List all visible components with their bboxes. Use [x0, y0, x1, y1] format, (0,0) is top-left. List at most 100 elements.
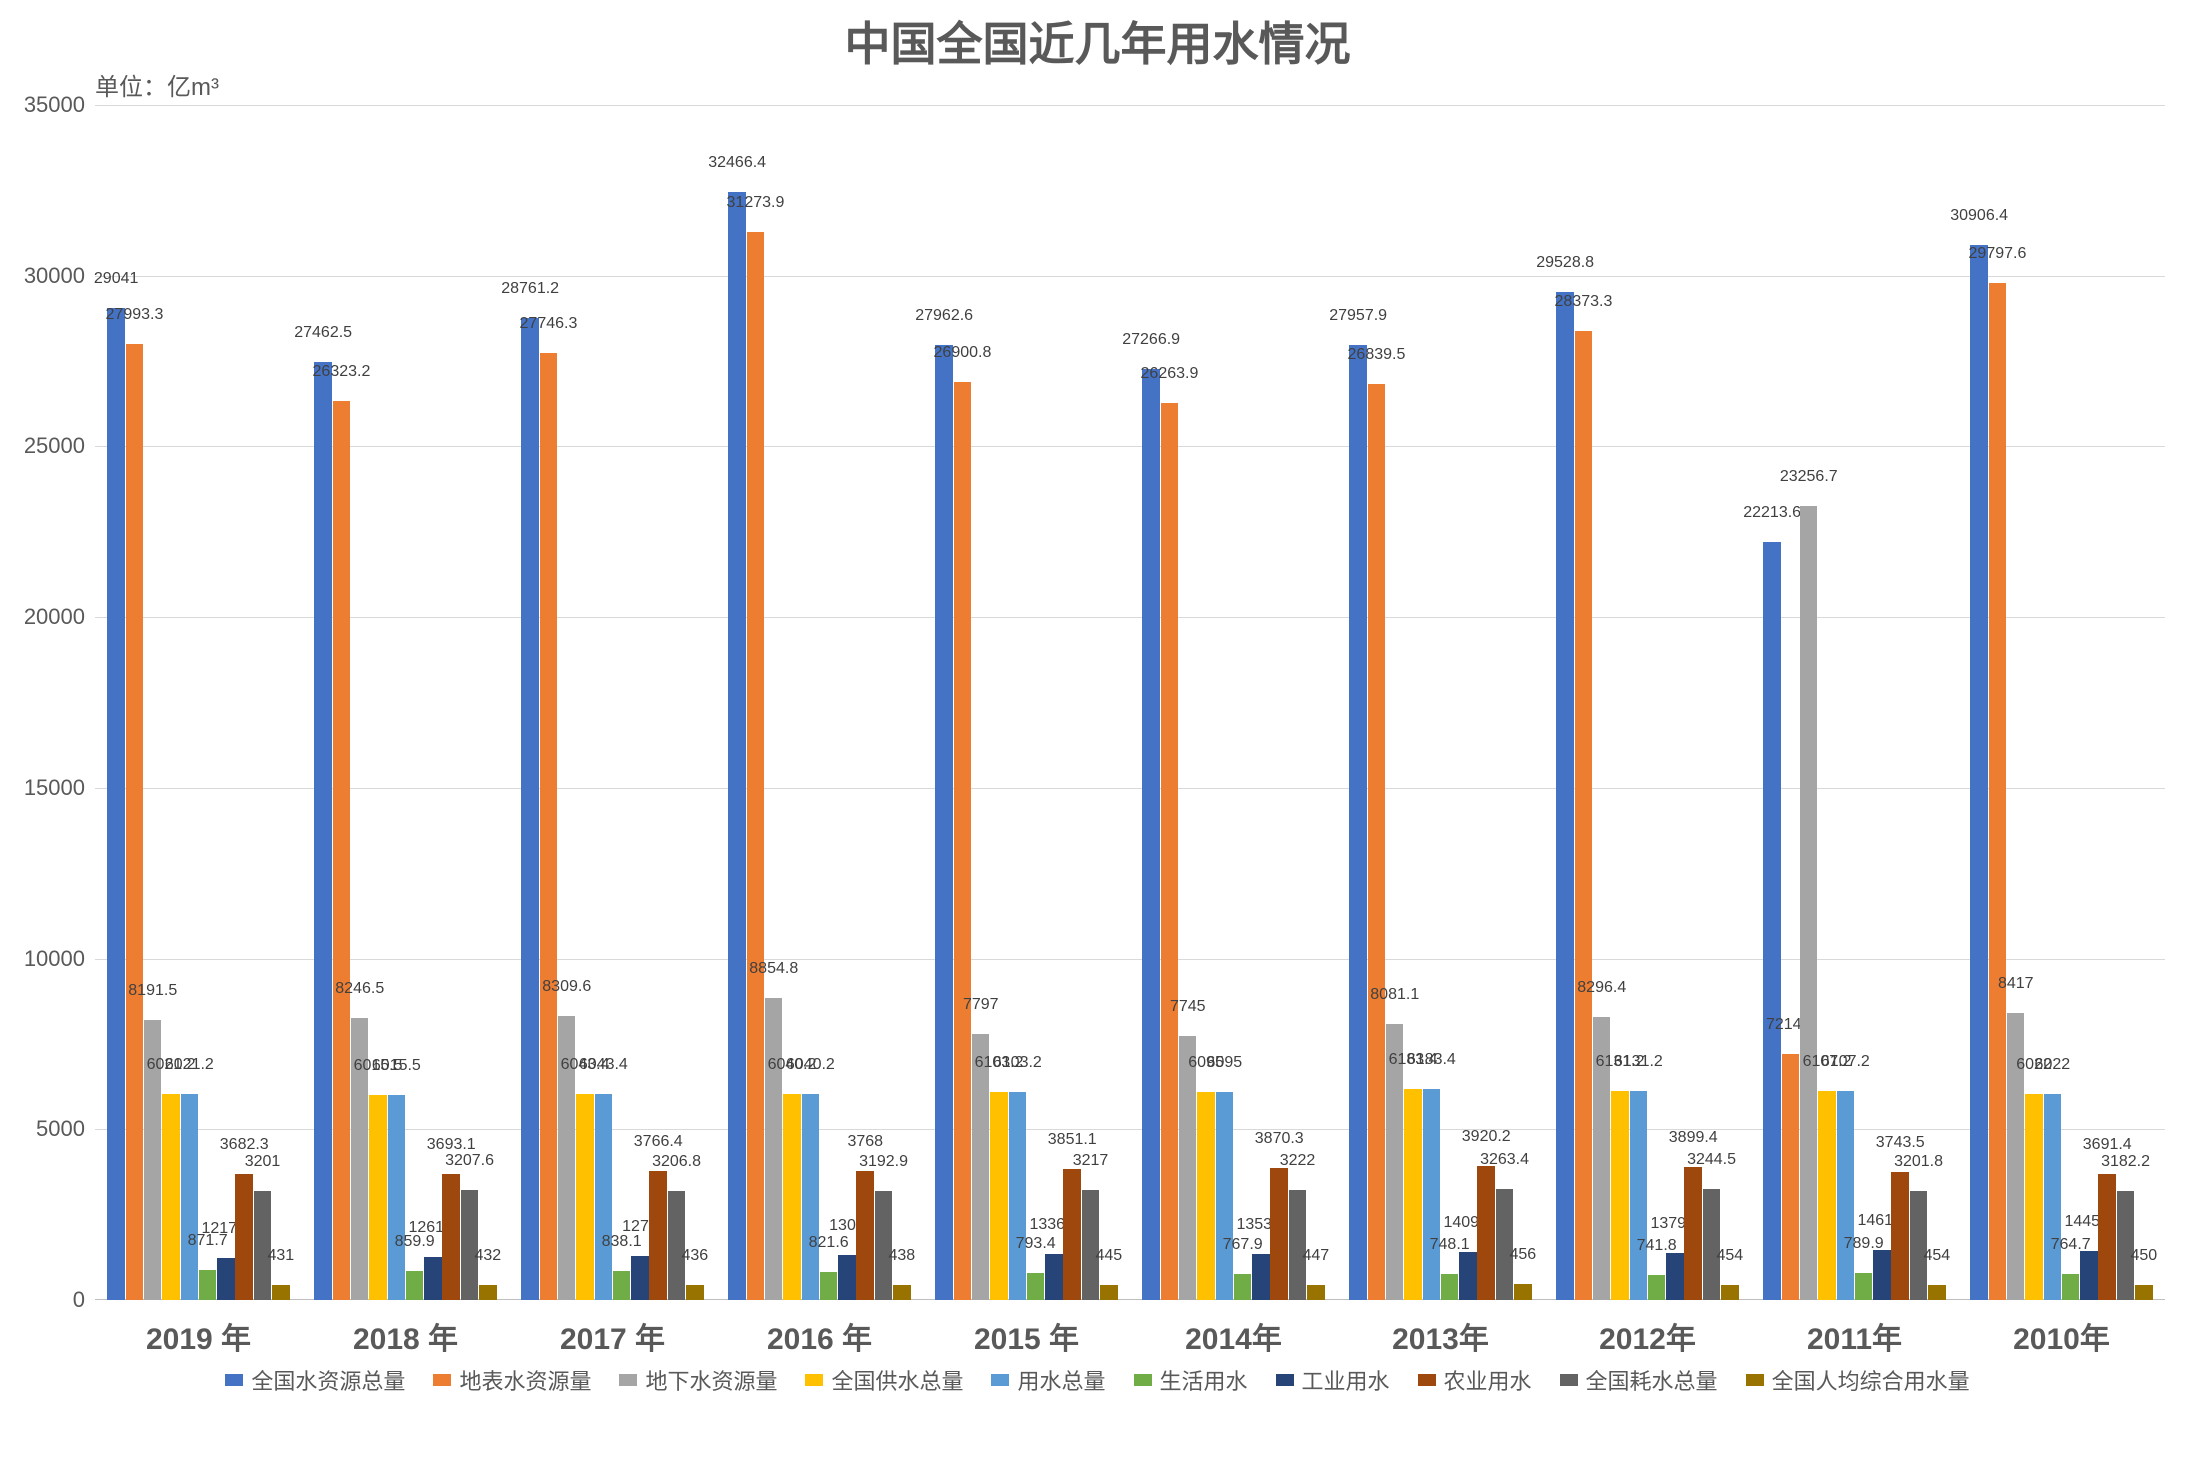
legend-label: 全国供水总量: [831, 1364, 963, 1396]
bar: [1082, 1190, 1099, 1300]
bar-value-label: 6095: [1207, 1054, 1243, 1072]
bar-value-label: 821.6: [809, 1234, 849, 1252]
plot-area: 2904127993.38191.56021.26021.2871.71217.…: [95, 105, 2165, 1300]
bar: [838, 1255, 855, 1300]
bar: [1063, 1169, 1080, 1300]
x-tick-label: 2010年: [1958, 1314, 2165, 1358]
legend-label: 全国耗水总量: [1586, 1364, 1718, 1396]
bar: [954, 382, 971, 1300]
bar-value-label: 454: [1716, 1247, 1743, 1265]
bar-value-label: 3682.3: [220, 1136, 269, 1154]
bar: [802, 1094, 819, 1300]
bar-value-label: 438: [888, 1247, 915, 1265]
y-tick-label: 30000: [5, 263, 85, 289]
bar: [1782, 1054, 1799, 1300]
bar: [1648, 1275, 1665, 1300]
bar-value-label: 27266.9: [1122, 331, 1180, 349]
bar: [1368, 384, 1385, 1300]
legend-item: 用水总量: [991, 1364, 1105, 1396]
bar: [631, 1256, 648, 1300]
bar-value-label: 7745: [1170, 998, 1206, 1016]
bar-value-label: 3192.9: [859, 1153, 908, 1171]
bar: [1252, 1254, 1269, 1300]
bar: [1989, 283, 2006, 1300]
bar-value-label: 3263.4: [1480, 1151, 1529, 1169]
bar-value-label: 30906.4: [1950, 207, 2008, 225]
bar: [1349, 345, 1366, 1300]
bar: [1763, 542, 1780, 1300]
bar-value-label: 27993.3: [106, 306, 164, 324]
bar: [1142, 369, 1159, 1300]
bar: [2098, 1174, 2115, 1300]
legend: 全国水资源总量地表水资源量地下水资源量全国供水总量用水总量生活用水工业用水农业用…: [0, 1364, 2195, 1396]
bar-value-label: 6183.4: [1407, 1051, 1456, 1069]
bar-value-label: 6107.2: [1821, 1053, 1870, 1071]
y-tick-label: 20000: [5, 604, 85, 630]
bar-value-label: 3222: [1280, 1152, 1316, 1170]
bar-value-label: 8296.4: [1577, 979, 1626, 997]
x-tick-label: 2012年: [1544, 1314, 1751, 1358]
bar: [1161, 403, 1178, 1300]
bar-value-label: 8081.1: [1370, 986, 1419, 1004]
bar: [1404, 1089, 1421, 1300]
bar-value-label: 445: [1095, 1247, 1122, 1265]
legend-swatch: [225, 1374, 243, 1386]
legend-swatch: [805, 1374, 823, 1386]
bar-value-label: 3201: [245, 1153, 281, 1171]
legend-swatch: [1746, 1374, 1764, 1386]
bar-value-label: 23256.7: [1780, 468, 1838, 486]
chart-container: 中国全国近几年用水情况 单位：亿m³ 2904127993.38191.5602…: [0, 0, 2195, 1467]
bar-value-label: 3206.8: [652, 1153, 701, 1171]
bar-value-label: 432: [474, 1247, 501, 1265]
bar: [1818, 1091, 1835, 1300]
bar-value-label: 27962.6: [915, 307, 973, 325]
y-tick-label: 10000: [5, 946, 85, 972]
bar-value-label: 29797.6: [1969, 245, 2027, 263]
bar: [649, 1171, 666, 1300]
legend-item: 农业用水: [1418, 1364, 1532, 1396]
bar: [1459, 1252, 1476, 1300]
bar-group: 30906.429797.6841760226022764.71445.2369…: [1958, 105, 2165, 1300]
bar: [1514, 1284, 1531, 1300]
bar-value-label: 3851.1: [1048, 1131, 1097, 1149]
legend-swatch: [1134, 1374, 1152, 1386]
bar: [1703, 1189, 1720, 1300]
bar-group: 27957.926839.58081.16183.46183.4748.1140…: [1337, 105, 1544, 1300]
bar: [479, 1285, 496, 1300]
bar: [2135, 1285, 2152, 1300]
bar: [162, 1094, 179, 1300]
bar-value-label: 3766.4: [634, 1133, 683, 1151]
bar-value-label: 3743.5: [1876, 1134, 1925, 1152]
bar-value-label: 29041: [94, 270, 139, 288]
bar: [875, 1191, 892, 1300]
bar: [1837, 1091, 1854, 1300]
y-tick-label: 5000: [5, 1116, 85, 1142]
bar-value-label: 3693.1: [427, 1136, 476, 1154]
legend-swatch: [619, 1374, 637, 1386]
bar-value-label: 3182.2: [2101, 1153, 2150, 1171]
bar-value-label: 8246.5: [335, 980, 384, 998]
bar: [1100, 1285, 1117, 1300]
bar-value-label: 26839.5: [1348, 346, 1406, 364]
bar-value-label: 3920.2: [1462, 1128, 1511, 1146]
bar: [1045, 1254, 1062, 1300]
bar-group: 32466.431273.98854.86040.26040.2821.6130…: [716, 105, 923, 1300]
bar: [856, 1171, 873, 1300]
x-tick-label: 2014年: [1130, 1314, 1337, 1358]
bar: [972, 1034, 989, 1300]
bar: [1289, 1190, 1306, 1300]
legend-swatch: [1560, 1374, 1578, 1386]
bar-value-label: 456: [1509, 1246, 1536, 1264]
x-tick-label: 2019 年: [95, 1314, 302, 1358]
bar-value-label: 3899.4: [1669, 1129, 1718, 1147]
bar: [406, 1271, 423, 1300]
bar-value-label: 6021.2: [165, 1056, 214, 1074]
bar: [442, 1174, 459, 1300]
bar-value-label: 22213.6: [1743, 504, 1801, 522]
legend-item: 生活用水: [1134, 1364, 1248, 1396]
legend-label: 工业用水: [1302, 1364, 1390, 1396]
legend-label: 全国人均综合用水量: [1772, 1364, 1970, 1396]
legend-label: 地下水资源量: [645, 1364, 777, 1396]
legend-label: 用水总量: [1017, 1364, 1105, 1396]
bar: [314, 362, 331, 1300]
